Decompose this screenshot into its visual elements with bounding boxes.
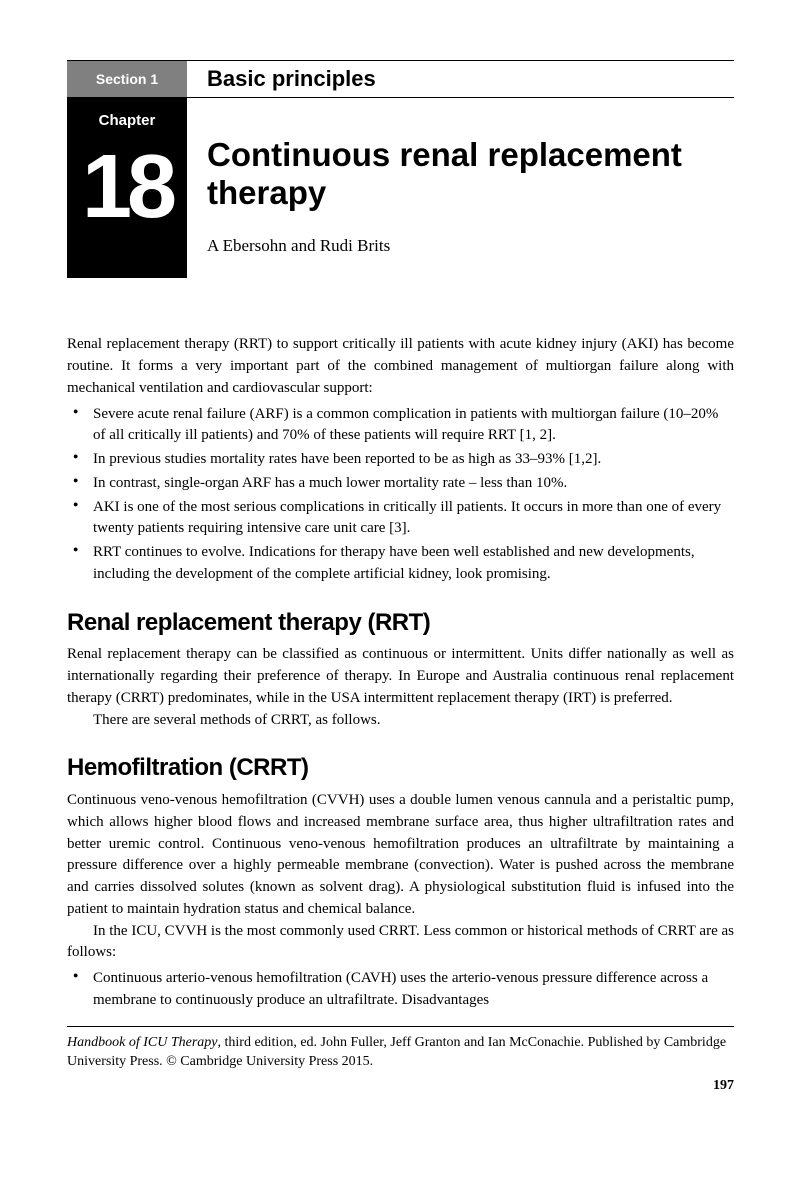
section-header: Section 1 Basic principles (67, 60, 734, 97)
intro-bullets: Severe acute renal failure (ARF) is a co… (67, 404, 734, 586)
body-paragraph: Renal replacement therapy can be classif… (67, 644, 734, 709)
chapter-number-box: Chapter 18 (67, 98, 187, 278)
chapter-label: Chapter (99, 110, 156, 132)
book-title: Handbook of ICU Therapy (67, 1035, 218, 1050)
chapter-header: Chapter 18 Continuous renal replacement … (67, 98, 734, 278)
list-item: In contrast, single-organ ARF has a much… (93, 473, 734, 495)
section-title: Basic principles (187, 63, 376, 95)
list-item: AKI is one of the most serious complicat… (93, 497, 734, 541)
body-paragraph: In the ICU, CVVH is the most commonly us… (67, 921, 734, 965)
chapter-title-area: Continuous renal replacement therapy A E… (187, 98, 734, 278)
intro-paragraph: Renal replacement therapy (RRT) to suppo… (67, 334, 734, 399)
footer-divider (67, 1026, 734, 1027)
crrt-bullets: Continuous arterio-venous hemofiltration… (67, 968, 734, 1012)
list-item: Continuous arterio-venous hemofiltration… (93, 968, 734, 1012)
body-paragraph: There are several methods of CRRT, as fo… (67, 710, 734, 732)
list-item: Severe acute renal failure (ARF) is a co… (93, 404, 734, 448)
list-item: In previous studies mortality rates have… (93, 449, 734, 471)
section-heading-hemofiltration: Hemofiltration (CRRT) (67, 751, 734, 786)
chapter-title: Continuous renal replacement therapy (207, 136, 734, 212)
body-paragraph: Continuous veno-venous hemofiltration (C… (67, 790, 734, 921)
section-tab: Section 1 (67, 61, 187, 97)
section-heading-rrt: Renal replacement therapy (RRT) (67, 606, 734, 641)
chapter-number: 18 (82, 142, 172, 232)
list-item: RRT continues to evolve. Indications for… (93, 542, 734, 586)
footer-citation: Handbook of ICU Therapy, third edition, … (67, 1033, 734, 1072)
page-number: 197 (67, 1076, 734, 1096)
chapter-authors: A Ebersohn and Rudi Brits (207, 234, 734, 259)
